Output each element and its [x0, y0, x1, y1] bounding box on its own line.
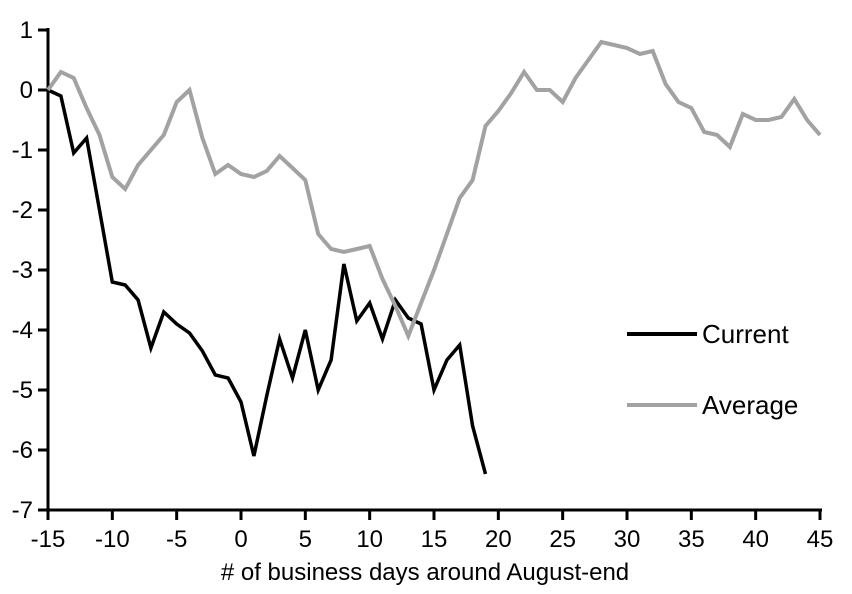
x-tick-label: 25 [549, 526, 576, 553]
legend-item-average: Average [627, 392, 798, 418]
legend-item-current: Current [627, 321, 789, 347]
x-tick-label: 10 [356, 526, 383, 553]
average-series-line [46, 39, 822, 342]
series-lines [46, 39, 822, 475]
legend-label-average: Average [702, 390, 799, 420]
y-tick-label: -5 [12, 377, 33, 404]
y-tick-label: 1 [20, 17, 33, 44]
tick-labels: 10-1-2-3-4-5-6-7-15 -10 -5 0 5 10 15 20 25 30 35 40… [12, 17, 834, 553]
y-tick-label: -4 [12, 317, 33, 344]
x-tick-label: 40 [742, 526, 769, 553]
y-tick-label: -6 [12, 437, 33, 464]
x-axis-title: # of business days around August-end [221, 559, 629, 586]
y-tick-label: 0 [20, 77, 33, 104]
x-tick-label: -10 [95, 526, 130, 553]
x-tick-label: 20 [485, 526, 512, 553]
y-tick-label: -1 [12, 137, 33, 164]
y-tick-label: -2 [12, 197, 33, 224]
y-tick-label: -7 [12, 497, 33, 524]
x-tick-label: 35 [678, 526, 705, 553]
x-tick-label: -15 [31, 526, 66, 553]
tick-marks [38, 28, 822, 520]
x-tick-label: 30 [614, 526, 641, 553]
average-line-swatch [627, 403, 697, 407]
x-tick-label: 0 [234, 526, 247, 553]
y-tick-label: -3 [12, 257, 33, 284]
legend-label-current: Current [702, 319, 789, 349]
x-tick-label: 45 [807, 526, 834, 553]
x-tick-label: 5 [299, 526, 312, 553]
x-tick-label: -5 [166, 526, 187, 553]
x-tick-label: 15 [421, 526, 448, 553]
current-series-line [47, 88, 488, 475]
current-line-swatch [627, 332, 697, 336]
